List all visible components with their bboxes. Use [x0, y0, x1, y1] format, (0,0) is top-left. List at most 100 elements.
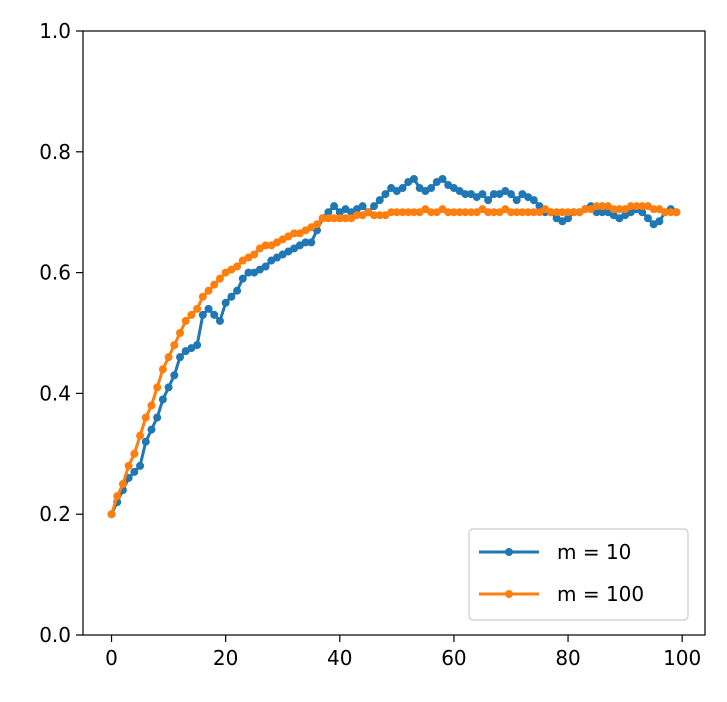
data-point: [598, 202, 607, 211]
data-point: [546, 208, 555, 217]
data-point: [449, 208, 458, 217]
y-tick-label: 1.0: [39, 19, 71, 43]
x-tick-label: 40: [327, 646, 352, 670]
data-point: [164, 383, 173, 392]
data-point: [444, 208, 453, 217]
data-point: [193, 341, 202, 350]
data-point: [484, 196, 493, 205]
data-point: [215, 316, 224, 325]
data-point: [409, 174, 418, 183]
data-point: [335, 214, 344, 223]
data-point: [392, 208, 401, 217]
data-point: [358, 202, 367, 211]
data-point: [564, 214, 573, 223]
y-axis: 0.0 0.2 0.4 0.6 0.8 1.0: [39, 19, 83, 647]
data-point: [210, 310, 219, 319]
data-point: [324, 208, 333, 217]
data-point: [581, 205, 590, 214]
data-point: [529, 196, 538, 205]
data-point: [398, 208, 407, 217]
data-point: [661, 208, 670, 217]
data-point: [398, 184, 407, 193]
data-point: [489, 208, 498, 217]
data-point: [569, 208, 578, 217]
data-point: [330, 202, 339, 211]
data-point: [506, 190, 515, 199]
data-point: [215, 274, 224, 283]
data-point: [153, 413, 162, 422]
data-point: [312, 220, 321, 229]
data-point: [204, 286, 213, 295]
x-axis: 0 20 40 60 80 100: [105, 635, 701, 670]
x-tick-label: 100: [663, 646, 701, 670]
x-tick-label: 80: [555, 646, 580, 670]
data-point: [141, 413, 150, 422]
legend-swatch-marker: [505, 590, 513, 598]
legend: m = 10 m = 100: [468, 528, 689, 621]
data-point: [598, 208, 607, 217]
data-point: [136, 461, 145, 470]
x-tick-label: 60: [441, 646, 466, 670]
data-point: [409, 208, 418, 217]
y-tick-label: 0.6: [39, 261, 71, 285]
data-point: [506, 208, 515, 217]
data-point: [153, 383, 162, 392]
data-point: [643, 214, 652, 223]
data-point: [529, 208, 538, 217]
data-point: [638, 202, 647, 211]
data-point: [113, 492, 122, 501]
data-point: [227, 292, 236, 301]
legend-swatch-marker: [505, 548, 513, 556]
data-point: [158, 365, 167, 374]
data-point: [307, 238, 316, 247]
data-point: [107, 510, 116, 519]
data-point: [461, 190, 470, 199]
data-point: [609, 205, 618, 214]
data-point: [170, 341, 179, 350]
data-point: [370, 211, 379, 220]
data-point: [615, 205, 624, 214]
data-point: [370, 202, 379, 211]
data-point: [649, 205, 658, 214]
plot-frame: [82, 30, 706, 636]
data-point: [455, 208, 464, 217]
data-point: [244, 268, 253, 277]
data-point: [130, 467, 139, 476]
data-point: [592, 202, 601, 211]
data-point: [233, 286, 242, 295]
legend-label: m = 10: [557, 540, 631, 564]
data-point: [198, 310, 207, 319]
series-layer: [107, 174, 681, 519]
data-point: [375, 211, 384, 220]
data-point: [552, 208, 561, 217]
data-point: [489, 190, 498, 199]
data-point: [164, 353, 173, 362]
data-point: [666, 208, 675, 217]
data-point: [290, 229, 299, 238]
data-point: [250, 250, 259, 259]
data-point: [558, 208, 567, 217]
data-point: [193, 304, 202, 313]
x-tick-label: 0: [105, 646, 118, 670]
data-point: [375, 196, 384, 205]
data-point: [147, 425, 156, 434]
data-point: [427, 184, 436, 193]
data-point: [484, 208, 493, 217]
data-point: [124, 461, 133, 470]
y-tick-label: 0.0: [39, 623, 71, 647]
data-point: [158, 395, 167, 404]
data-point: [512, 208, 521, 217]
data-point: [341, 214, 350, 223]
data-point: [187, 310, 196, 319]
data-point: [181, 316, 190, 325]
data-point: [672, 208, 681, 217]
data-point: [176, 353, 185, 362]
data-point: [564, 208, 573, 217]
data-point: [438, 174, 447, 183]
data-point: [204, 304, 213, 313]
x-tick-label: 20: [213, 646, 238, 670]
data-point: [136, 431, 145, 440]
data-point: [261, 262, 270, 271]
y-tick-label: 0.4: [39, 381, 71, 405]
